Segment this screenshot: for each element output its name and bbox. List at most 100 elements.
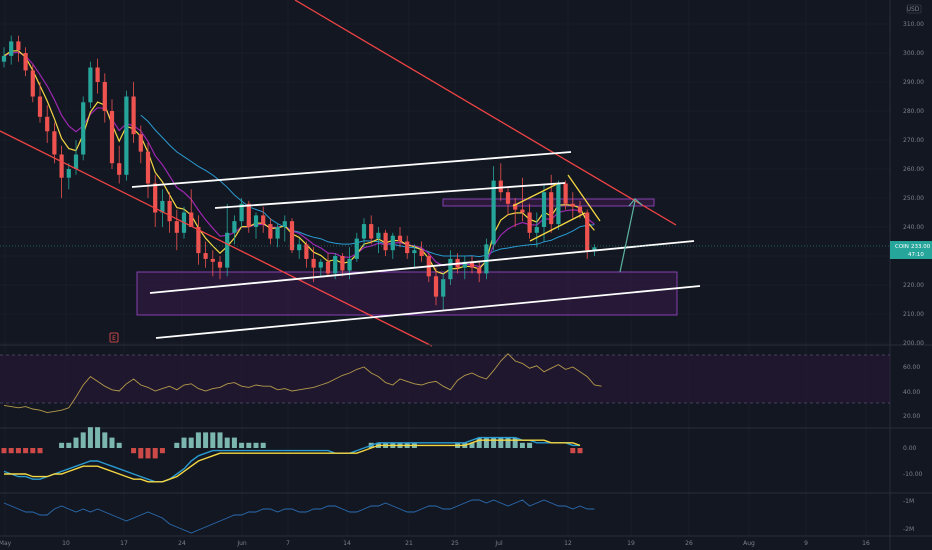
macd-histogram-bar: [505, 437, 511, 448]
candle: [102, 73, 107, 123]
channel-mid-line[interactable]: [149, 240, 695, 294]
price-tick-label: 290.00: [903, 79, 924, 86]
wedge-bottom-line[interactable]: [529, 212, 586, 242]
macd-histogram-bar: [102, 432, 108, 448]
price-tag-price: 233.00: [911, 244, 931, 250]
currency-badge[interactable]: [906, 4, 922, 14]
macd-histogram-bar: [15, 448, 21, 454]
candle-body: [505, 192, 511, 204]
candle: [318, 258, 323, 277]
time-axis[interactable]: May 10 17 24 Jun 7 14 21 25 Jul 12 19 26 Aug 9 16: [0, 540, 870, 547]
candle-body: [253, 215, 259, 227]
candle: [354, 232, 359, 262]
macd-histogram-bar: [476, 437, 482, 448]
candle-body: [203, 253, 208, 259]
candle-body: [217, 261, 223, 268]
candle: [534, 212, 539, 248]
channel-top-line[interactable]: [131, 151, 572, 188]
candle: [81, 96, 86, 161]
time-tick-label: 19: [627, 540, 635, 547]
candle-body: [225, 232, 230, 268]
support-zone[interactable]: [136, 271, 678, 316]
wedge-drop-line[interactable]: [567, 174, 601, 222]
candle-body: [102, 82, 107, 111]
candle: [196, 215, 201, 265]
time-tick-label: 12: [564, 540, 572, 547]
candle: [376, 227, 381, 254]
volume-tick-label: -1M: [903, 498, 914, 505]
candle-body: [563, 183, 568, 204]
candle-body: [570, 203, 575, 207]
candle-body: [88, 67, 93, 103]
descending-trendline-lower[interactable]: [0, 130, 433, 347]
candle-body: [45, 116, 50, 132]
candle: [217, 256, 223, 280]
candle-body: [441, 279, 446, 297]
time-tick-label: May: [0, 540, 12, 547]
price-tick-label: 280.00: [903, 108, 924, 115]
candle-body: [412, 250, 417, 254]
candle-body: [491, 180, 496, 245]
candle-body: [160, 200, 165, 213]
projection-arrow-line[interactable]: [619, 200, 636, 273]
macd-histogram-bar: [253, 442, 259, 448]
candle-body: [268, 224, 273, 239]
candle-body: [9, 41, 14, 56]
macd-histogram-bar: [73, 437, 79, 448]
candle-body: [117, 163, 122, 175]
candle: [124, 90, 129, 181]
candle-body: [138, 134, 143, 152]
candle: [160, 189, 165, 227]
candle-body: [383, 232, 388, 251]
macd-histogram-bar: [217, 432, 223, 448]
time-tick-label: 9: [804, 540, 808, 547]
macd-histogram-bar: [109, 437, 115, 448]
candle-body: [361, 224, 367, 239]
candle: [225, 203, 230, 277]
candle-body: [354, 238, 359, 259]
candle: [189, 189, 194, 227]
candle: [469, 256, 475, 274]
candle: [66, 163, 71, 190]
candle: [570, 192, 575, 219]
candle: [253, 212, 259, 239]
resistance-zone[interactable]: [442, 198, 655, 207]
macd-histogram-bar: [231, 437, 237, 448]
candle-body: [239, 203, 244, 222]
candle: [138, 125, 143, 164]
candle-body: [289, 221, 295, 251]
candle: [275, 224, 280, 248]
sma-slow-line: [140, 114, 595, 258]
candle: [405, 235, 410, 259]
wedge-top-line[interactable]: [512, 183, 558, 207]
candle: [311, 247, 316, 283]
macd-histogram-bar: [260, 442, 266, 448]
channel-inner-line[interactable]: [214, 182, 566, 209]
candle-body: [196, 227, 201, 254]
candle: [448, 250, 453, 285]
candle: [282, 215, 287, 242]
macd-histogram-bar: [203, 432, 209, 448]
macd-histogram-bar: [116, 442, 122, 448]
candle-body: [376, 232, 381, 239]
candle: [491, 166, 496, 251]
price-tick-label: 250.00: [903, 195, 924, 202]
candle-body: [448, 258, 453, 280]
candle: [232, 215, 237, 245]
earnings-marker[interactable]: [109, 332, 119, 343]
candle-body: [318, 261, 323, 268]
macd-histogram-bar: [66, 442, 72, 448]
currency-label[interactable]: USD: [907, 6, 920, 13]
candle-body: [246, 203, 251, 227]
channel-bottom-line[interactable]: [155, 285, 701, 339]
time-tick-label: 10: [62, 540, 70, 547]
descending-trendline-upper[interactable]: [294, 0, 677, 226]
macd-histogram-bar: [210, 432, 216, 448]
macd-histogram-bar: [23, 448, 29, 454]
candle-body: [73, 154, 79, 169]
volume-axis: -1M -2M: [903, 498, 914, 533]
price-tick-label: 200.00: [903, 340, 924, 347]
macd-histogram-bar: [8, 448, 14, 454]
candle: [412, 244, 417, 268]
